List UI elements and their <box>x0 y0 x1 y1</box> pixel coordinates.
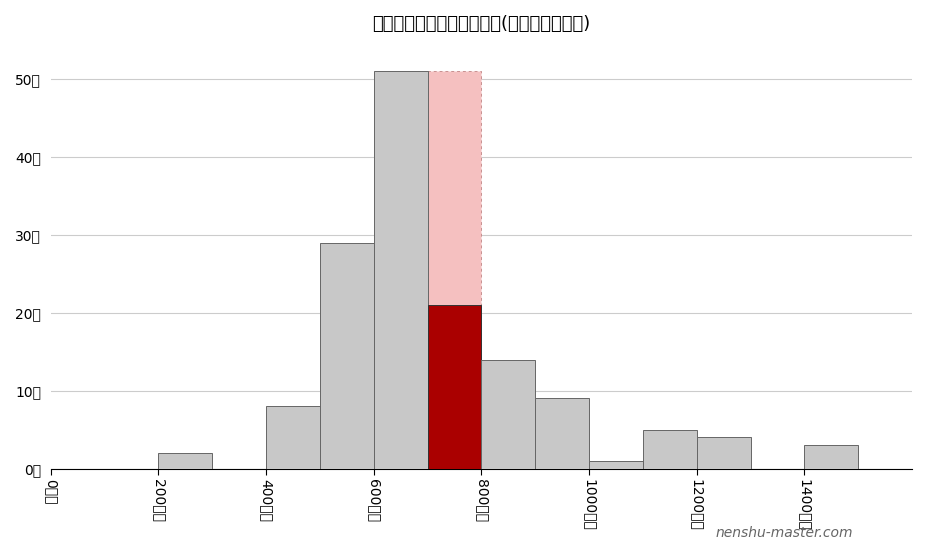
Bar <box>697 437 751 468</box>
Title: 千葉銀行の年収ポジション(銀行・金融業内): 千葉銀行の年収ポジション(銀行・金融業内) <box>373 15 590 33</box>
Bar <box>642 429 697 468</box>
Bar <box>535 398 589 468</box>
Bar <box>266 406 320 468</box>
Bar <box>320 243 374 468</box>
Bar <box>374 71 427 468</box>
Bar <box>589 461 642 468</box>
Text: nenshu-master.com: nenshu-master.com <box>716 526 853 540</box>
Bar <box>805 445 858 468</box>
Bar <box>427 305 481 468</box>
Bar <box>481 359 535 468</box>
Bar <box>159 453 212 468</box>
Bar <box>427 71 481 468</box>
